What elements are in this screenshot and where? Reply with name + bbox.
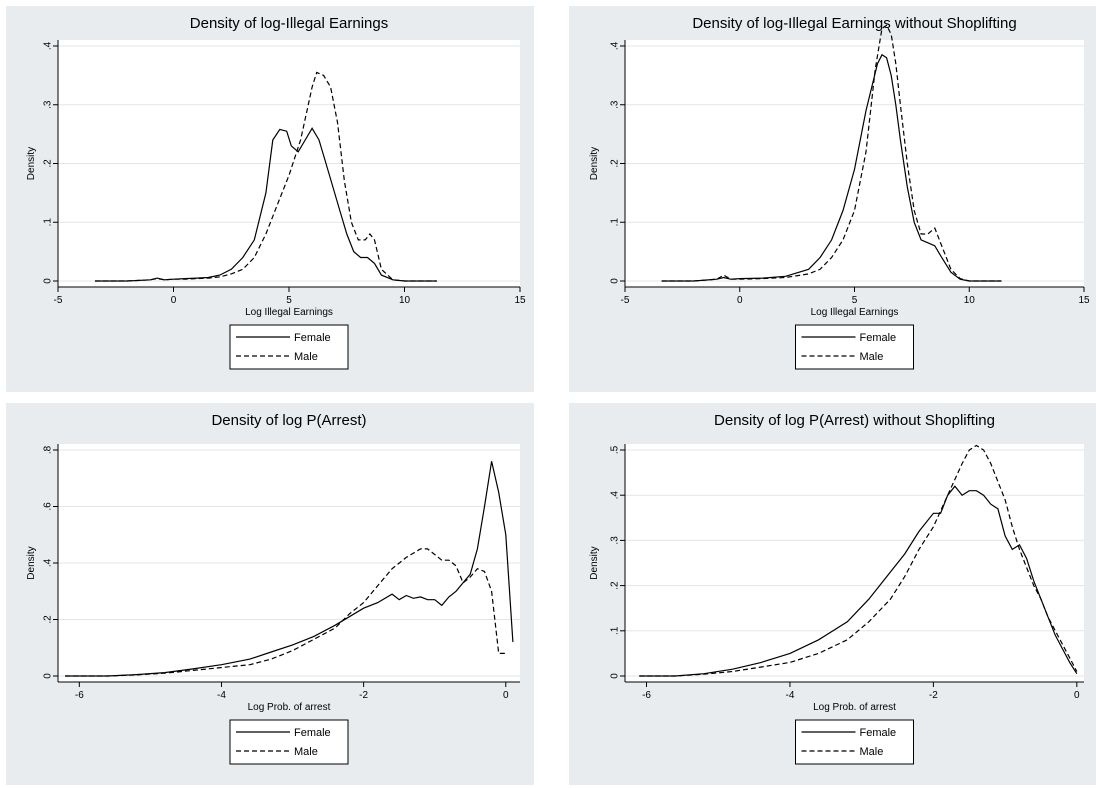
chart-2-x-tick-label: 15 [1078, 295, 1090, 306]
chart-3-y-tick-label: .4 [43, 558, 54, 567]
chart-panel-4: Density of log P(Arrest) without Shoplif… [569, 403, 1096, 785]
chart-2-series-female-line [661, 53, 1002, 282]
chart-1-y-tick-label: 0 [43, 278, 54, 284]
chart-panel-2: Density of log-Illegal Earnings without … [569, 6, 1096, 392]
chart-3-y-tick-label: 0 [43, 673, 54, 679]
chart-3-x-tick-label: 0 [503, 690, 509, 701]
chart-1-legend-box [229, 324, 349, 370]
chart-2-x-axis-label: Log Illegal Earnings [811, 307, 899, 318]
chart-2-svg: Density of log-Illegal Earnings without … [589, 15, 1090, 370]
chart-4-x-tick-label: -6 [642, 690, 651, 701]
chart-3-y-tick-label: .8 [43, 445, 54, 454]
chart-1-series-male-line [95, 71, 437, 282]
chart-2-legend-box [795, 324, 914, 370]
chart-2-x-tick-label: 0 [737, 295, 743, 306]
chart-3-series-male-line [65, 548, 506, 677]
chart-2-y-axis-label: Density [589, 147, 600, 180]
chart-4-y-tick-label: .2 [610, 581, 621, 590]
chart-3-legend-female-label: Female [294, 727, 331, 739]
chart-4-svg: Density of log P(Arrest) without Shoplif… [589, 412, 1084, 765]
chart-2-title: Density of log-Illegal Earnings without … [692, 15, 1016, 32]
chart-4-x-tick-label: 0 [1074, 690, 1080, 701]
chart-2-y-tick-label: .3 [610, 100, 621, 109]
chart-1-y-axis-label: Density [26, 147, 37, 180]
chart-1-title: Density of log-Illegal Earnings [190, 15, 388, 32]
chart-1-legend-female-label: Female [294, 332, 331, 344]
chart-4-y-tick-label: .4 [610, 491, 621, 500]
chart-2-x-tick-label: -5 [621, 295, 630, 306]
chart-1-y-tick-label: .4 [43, 41, 54, 50]
chart-3-title: Density of log P(Arrest) [211, 412, 366, 429]
chart-panel-3: Density of log P(Arrest) 0 .2 .4 .6 .8 -6 -4 -2 0… [6, 403, 534, 785]
chart-3-legend-male-label: Male [294, 746, 318, 758]
chart-4-plot-area [625, 444, 1084, 682]
chart-2-y-tick-label: .4 [610, 41, 621, 50]
chart-3-series-female-line [65, 461, 514, 677]
chart-4-y-tick-label: .1 [610, 626, 621, 635]
chart-1-y-tick-label: .3 [43, 100, 54, 109]
chart-4-legend-female-label: Female [860, 727, 897, 739]
chart-3-svg: Density of log P(Arrest) 0 .2 .4 .6 .8 -6 -4 -2 0… [26, 412, 520, 765]
chart-2-y-tick-label: .1 [610, 218, 621, 227]
chart-1-y-tick-label: .1 [43, 218, 54, 227]
chart-3-y-tick-label: .6 [43, 502, 54, 511]
chart-2-y-tick-label: 0 [610, 278, 621, 284]
chart-4-x-tick-label: -2 [929, 690, 938, 701]
chart-1-x-tick-label: 0 [171, 295, 177, 306]
chart-3-x-axis-label: Log Prob. of arrest [248, 702, 331, 713]
chart-1-x-tick-label: 15 [514, 295, 526, 306]
chart-2-legend-male-label: Male [860, 351, 884, 363]
chart-4-legend-box [795, 719, 914, 765]
chart-3-x-tick-label: -4 [217, 690, 226, 701]
chart-3-y-tick-label: .2 [43, 615, 54, 624]
chart-1-x-tick-label: 10 [399, 295, 411, 306]
chart-4-x-axis-label: Log Prob. of arrest [813, 702, 896, 713]
chart-2-y-tick-label: .2 [610, 159, 621, 168]
chart-1-x-tick-label: -5 [54, 295, 63, 306]
chart-2-series-male-line [661, 24, 1002, 282]
chart-4-y-tick-label: .5 [610, 445, 621, 454]
chart-4-y-tick-label: .3 [610, 536, 621, 545]
chart-1-svg: Density of log-Illegal Earnings 0 .1 .2 .3 .4… [26, 15, 526, 370]
chart-4-y-tick-label: 0 [610, 673, 621, 679]
chart-3-x-tick-label: -2 [359, 690, 368, 701]
chart-4-series-male-line [639, 444, 1078, 677]
chart-4-x-tick-label: -4 [786, 690, 795, 701]
chart-4-series-female-line [639, 485, 1078, 677]
chart-3-legend-box [229, 719, 349, 765]
chart-3-x-tick-label: -6 [75, 690, 84, 701]
chart-4-legend-male-label: Male [860, 746, 884, 758]
chart-2-legend-female-label: Female [860, 332, 897, 344]
chart-2-x-tick-label: 10 [964, 295, 976, 306]
chart-panel-1: Density of log-Illegal Earnings 0 .1 .2 .3 .4… [6, 6, 534, 392]
chart-4-y-axis-label: Density [589, 546, 600, 579]
chart-3-y-axis-label: Density [26, 546, 37, 579]
chart-4-title: Density of log P(Arrest) without Shoplif… [714, 412, 995, 429]
chart-1-x-axis-label: Log Illegal Earnings [245, 307, 333, 318]
chart-1-legend-male-label: Male [294, 351, 318, 363]
chart-2-x-tick-label: 5 [852, 295, 858, 306]
chart-1-x-tick-label: 5 [286, 295, 292, 306]
chart-1-y-tick-label: .2 [43, 159, 54, 168]
